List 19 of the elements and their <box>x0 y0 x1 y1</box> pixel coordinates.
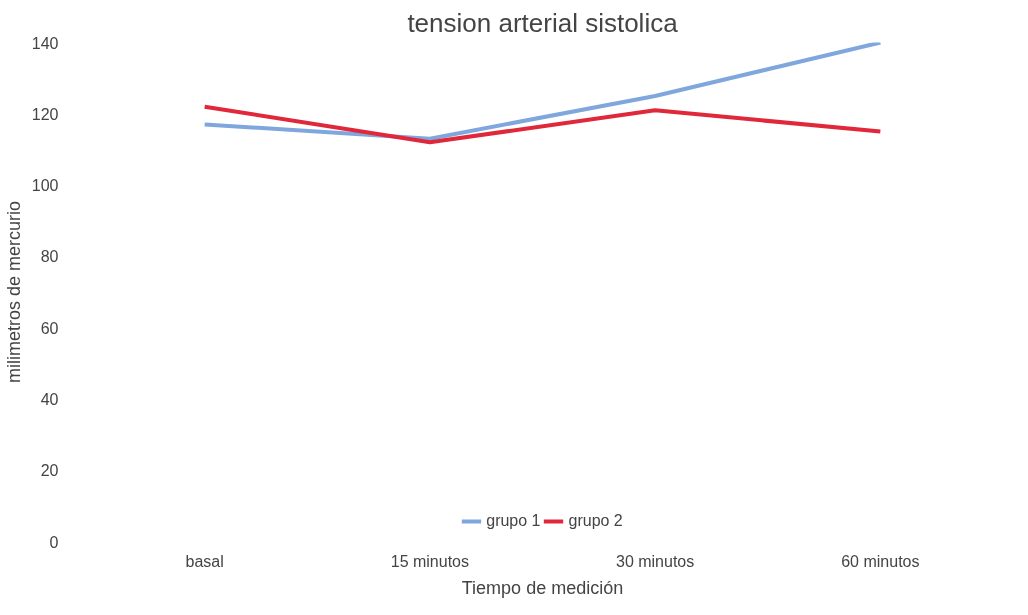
legend-label: grupo 1 <box>486 512 541 530</box>
y-tick-label: 100 <box>31 177 59 195</box>
legend-label: grupo 2 <box>568 512 623 530</box>
x-tick-label: 60 minutos <box>841 552 920 570</box>
y-tick-label: 60 <box>40 319 59 337</box>
x-tick-label: 15 minutos <box>390 552 470 570</box>
line-series <box>202 104 883 145</box>
y-tick-label: 80 <box>40 248 59 266</box>
x-tick-label: basal <box>185 552 224 570</box>
y-axis-title: milimetros de mercurio <box>3 200 24 384</box>
line-series <box>202 42 883 141</box>
x-tick-label: 30 minutos <box>615 552 695 570</box>
x-axis-title: Tiempo de medición <box>461 577 624 598</box>
y-tick-label: 0 <box>49 533 59 551</box>
y-tick-label: 40 <box>40 390 59 408</box>
y-tick-label: 120 <box>31 105 59 123</box>
y-tick-label: 140 <box>31 34 59 52</box>
y-tick-label: 20 <box>40 462 59 480</box>
chart-title: tension arterial sistolica <box>407 7 679 38</box>
